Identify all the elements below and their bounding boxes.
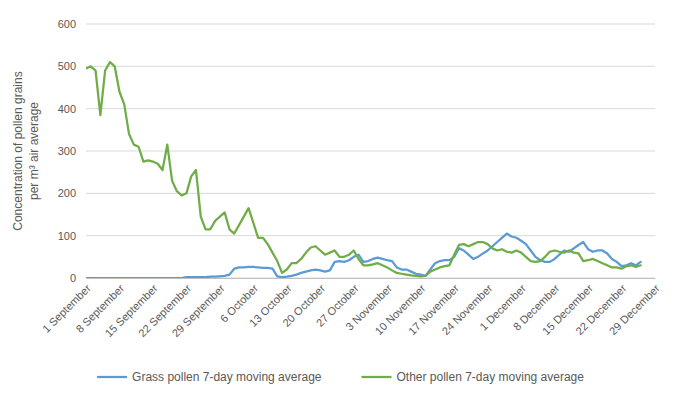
- y-tick-label: 200: [58, 187, 76, 199]
- y-tick: 600: [58, 18, 86, 30]
- grid-line: [86, 151, 655, 152]
- legend-item: Other pollen 7-day moving average: [361, 370, 584, 384]
- y-tick: 300: [58, 145, 86, 157]
- grid-line: [86, 235, 655, 236]
- legend-label: Other pollen 7-day moving average: [396, 370, 584, 384]
- y-tick-label: 400: [58, 103, 76, 115]
- x-tick-label: 29 September: [169, 282, 227, 340]
- y-axis-title-line: per m³ air average: [27, 102, 41, 200]
- grid-line: [86, 193, 655, 194]
- legend-swatch: [361, 376, 391, 378]
- x-tick: 29 December: [607, 278, 662, 337]
- y-tick-label: 600: [58, 18, 76, 30]
- series-line: [86, 62, 641, 276]
- legend-swatch: [97, 376, 127, 378]
- legend-item: Grass pollen 7-day moving average: [97, 370, 322, 384]
- grid: [86, 24, 655, 278]
- x-tick: 29 September: [169, 278, 227, 339]
- y-tick: 200: [58, 187, 86, 199]
- y-tick: 100: [58, 230, 86, 242]
- y-tick: 400: [58, 103, 86, 115]
- y-axis-title: Concentration of pollen grainsper m³ air…: [11, 71, 41, 230]
- y-axis-title-line: Concentration of pollen grains: [11, 71, 25, 230]
- y-axis-line: [86, 25, 87, 279]
- y-tick-label: 500: [58, 60, 76, 72]
- chart: 0 100 200 300 400 500 600 1 September8 Septembe…: [0, 0, 681, 405]
- y-axis: 0 100 200 300 400 500 600: [58, 18, 87, 284]
- plot-area: [86, 62, 641, 278]
- y-tick-label: 300: [58, 145, 76, 157]
- y-tick-label: 0: [70, 272, 76, 284]
- grid-line: [86, 24, 655, 25]
- grid-line: [86, 66, 655, 67]
- x-tick-label: 29 December: [607, 282, 662, 337]
- x-axis: 1 September8 September15 September22 Sep…: [40, 278, 662, 339]
- grid-line: [86, 108, 655, 109]
- y-tick-label: 100: [58, 230, 76, 242]
- x-axis-line: [87, 278, 656, 279]
- series-line: [86, 234, 641, 278]
- legend: Grass pollen 7-day moving average Other p…: [97, 370, 584, 384]
- legend-label: Grass pollen 7-day moving average: [132, 370, 322, 384]
- y-tick: 500: [58, 60, 86, 72]
